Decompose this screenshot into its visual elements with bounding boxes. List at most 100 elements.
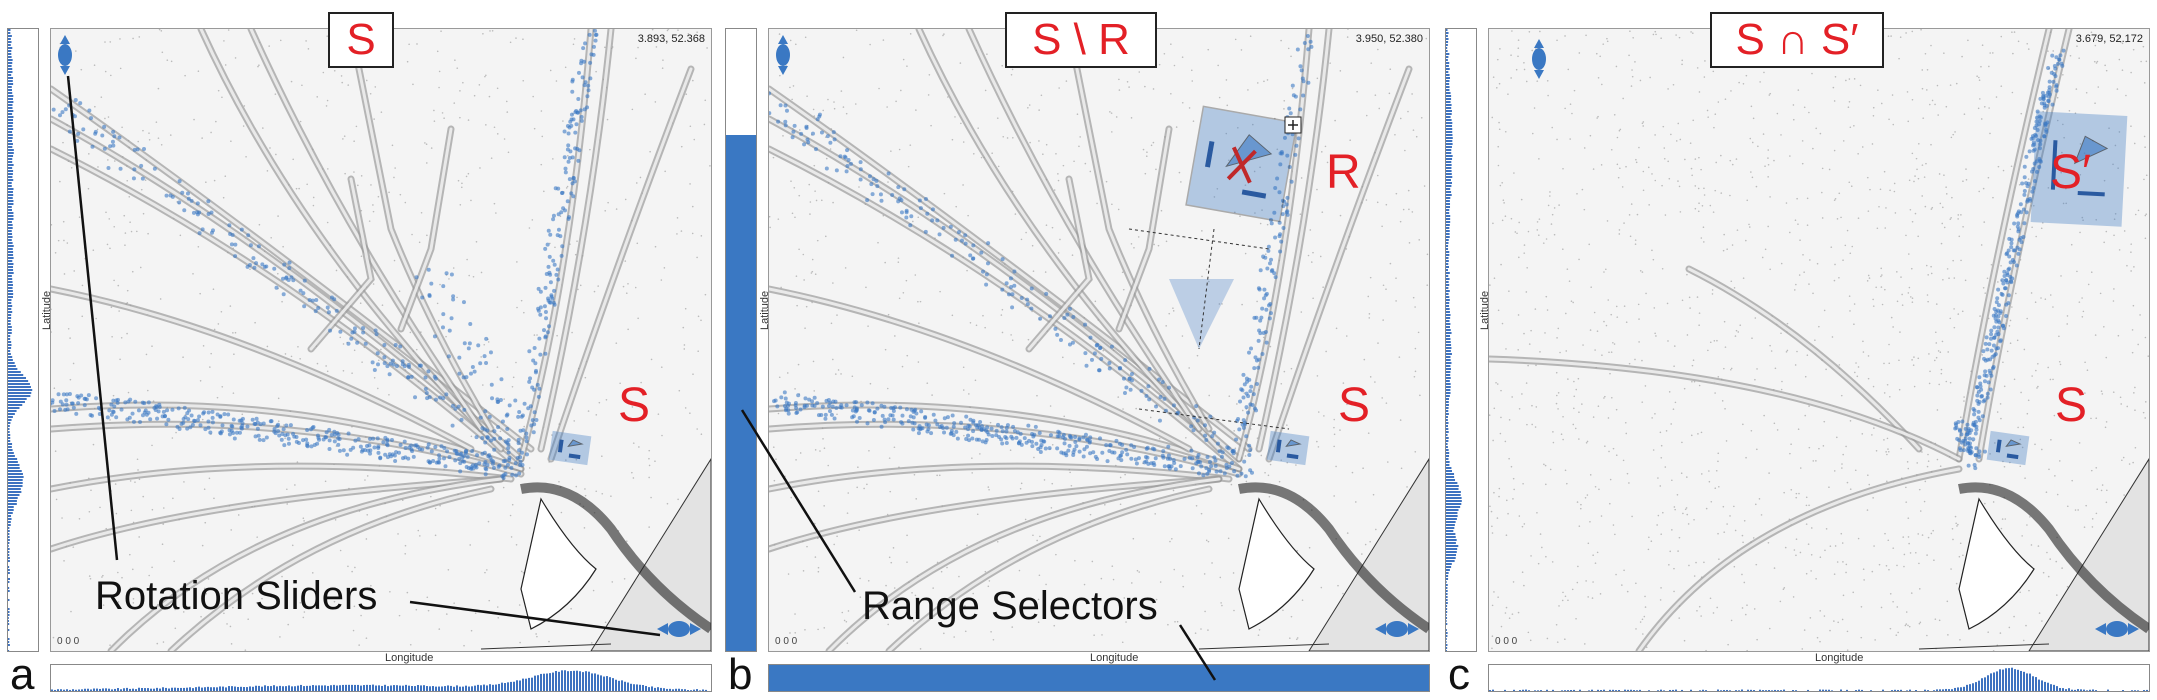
histogram-bar (1975, 682, 1977, 691)
histogram-bar (1446, 470, 1452, 472)
histogram-bar (8, 149, 14, 151)
region-label-r: R (1326, 145, 1361, 200)
map-view-a[interactable]: 3.893, 52.368 0 0 0 (50, 28, 712, 652)
histogram-bar (228, 686, 230, 691)
histogram-bar (2053, 685, 2055, 691)
histogram-bar (2008, 668, 2010, 691)
histogram-bar (2077, 689, 2079, 691)
histogram-bar (309, 686, 311, 691)
longitude-histogram-a[interactable] (50, 664, 712, 692)
histogram-bar (1446, 95, 1451, 97)
histogram-bar (1446, 329, 1451, 331)
histogram-bar (8, 71, 12, 73)
histogram-bar (8, 407, 19, 409)
histogram-bar (1567, 690, 1569, 691)
histogram-bar (1446, 110, 1452, 112)
histogram-bar (8, 134, 13, 136)
histogram-bar (1446, 182, 1452, 184)
histogram-bar (1729, 690, 1731, 691)
histogram-bar (1446, 131, 1452, 133)
histogram-bar (702, 689, 704, 691)
histogram-bar (1446, 617, 1447, 619)
histogram-bar (2074, 690, 2076, 691)
histogram-bar (66, 689, 68, 691)
histogram-bar (8, 491, 21, 493)
histogram-bar (225, 687, 227, 691)
histogram-bar (8, 311, 12, 313)
histogram-bar (468, 687, 470, 691)
histogram-bar (1630, 690, 1632, 691)
histogram-bar (1446, 224, 1450, 226)
histogram-bar (8, 350, 10, 352)
histogram-bar (51, 689, 53, 691)
histogram-bar (8, 143, 13, 145)
histogram-bar (8, 65, 12, 67)
histogram-bar (8, 479, 23, 481)
map-view-b[interactable]: 3.950, 52.380 0 0 0 (768, 28, 1430, 652)
histogram-bar (339, 685, 341, 691)
latitude-range-selector[interactable] (725, 28, 757, 652)
range-selectors-annotation: Range Selectors (862, 584, 1158, 629)
histogram-bar (438, 687, 440, 691)
histogram-bar (8, 92, 12, 94)
histogram-bar (492, 685, 494, 691)
histogram-bar (8, 326, 12, 328)
histogram-bar (8, 260, 12, 262)
histogram-bar (1723, 690, 1725, 691)
histogram-bar (645, 686, 647, 691)
histogram-bar (8, 425, 10, 427)
histogram-bar (1609, 690, 1611, 691)
histogram-bar (1600, 690, 1602, 691)
histogram-bar (1446, 143, 1453, 145)
histogram-bar (657, 687, 659, 691)
latitude-histogram-c[interactable] (1445, 28, 1477, 652)
histogram-bar (606, 676, 608, 691)
histogram-bar (564, 670, 566, 691)
histogram-bar (192, 688, 194, 691)
histogram-bar (1446, 569, 1450, 571)
histogram-bar (531, 678, 533, 691)
histogram-bar (1446, 347, 1451, 349)
histogram-bar (8, 356, 12, 358)
histogram-bar (1446, 140, 1452, 142)
trajectory-path (1069, 29, 1209, 429)
map-canvas-a[interactable] (51, 29, 711, 651)
histogram-bar (288, 685, 290, 691)
histogram-bar (696, 689, 698, 691)
histogram-bar (1528, 690, 1530, 691)
region-label-s-c: S (2055, 378, 2087, 433)
histogram-bar (1446, 47, 1447, 49)
histogram-bar (1446, 251, 1449, 253)
histogram-bar (8, 182, 12, 184)
histogram-bar (8, 173, 13, 175)
latitude-range-fill[interactable] (726, 135, 756, 651)
histogram-bar (69, 690, 71, 691)
latitude-histogram-a[interactable] (7, 28, 39, 652)
histogram-bar (1753, 690, 1755, 691)
histogram-bar (2020, 671, 2022, 691)
histogram-bar (8, 179, 13, 181)
histogram-bar (483, 685, 485, 691)
histogram-bar (249, 686, 251, 691)
histogram-bar (486, 685, 488, 691)
histogram-bar (342, 685, 344, 691)
histogram-bar (2083, 690, 2085, 691)
histogram-bar (363, 685, 365, 691)
histogram-bar (519, 680, 521, 691)
histogram-bar (1780, 690, 1782, 691)
longitude-histogram-c[interactable] (1488, 664, 2150, 692)
histogram-bar (8, 50, 11, 52)
histogram-bar (2050, 684, 2052, 691)
histogram-bar (8, 236, 13, 238)
histogram-bar (8, 434, 10, 436)
histogram-bar (8, 611, 9, 613)
map-view-c[interactable]: 3.679, 52.172 0 0 0 (1488, 28, 2150, 652)
map-canvas-c[interactable] (1489, 29, 2149, 651)
histogram-bar (1948, 689, 1950, 691)
histogram-bar (8, 314, 11, 316)
histogram-bar (1446, 419, 1448, 421)
histogram-bar (414, 686, 416, 691)
longitude-range-selector[interactable] (768, 664, 1430, 692)
map-canvas-b[interactable] (769, 29, 1429, 651)
histogram-bar (267, 686, 269, 691)
